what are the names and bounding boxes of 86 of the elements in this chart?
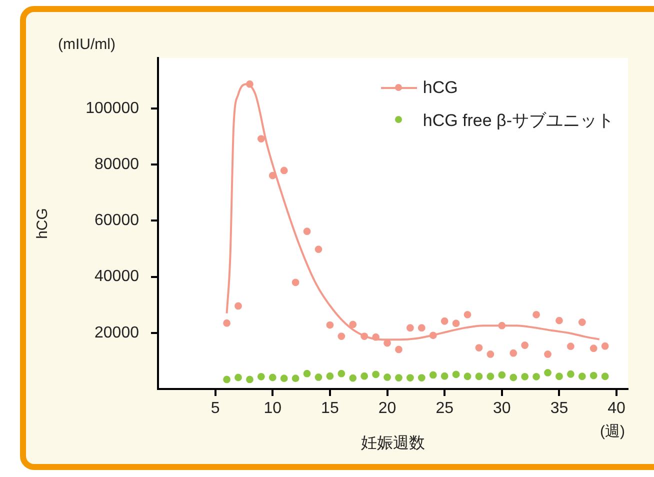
point xyxy=(223,376,230,384)
point xyxy=(372,333,380,341)
point xyxy=(510,349,518,357)
x-tick-label: 25 xyxy=(436,400,454,418)
point xyxy=(556,316,563,324)
y-tick-label: 100000 xyxy=(86,100,140,117)
point xyxy=(314,246,322,254)
legend-label: hCG xyxy=(422,78,458,98)
legend-label: hCG free β-サブユニット xyxy=(422,110,614,132)
point xyxy=(360,332,368,340)
x-tick-label: 10 xyxy=(264,400,282,418)
point xyxy=(406,324,414,332)
point xyxy=(440,317,448,325)
y-tick-label: 40000 xyxy=(94,268,140,286)
point xyxy=(349,374,357,382)
point xyxy=(314,374,322,381)
point xyxy=(268,374,276,382)
point xyxy=(590,344,598,352)
point xyxy=(234,302,242,310)
point xyxy=(601,342,609,350)
point xyxy=(601,372,609,380)
point xyxy=(429,371,437,379)
point xyxy=(395,374,402,382)
point xyxy=(280,374,288,382)
y-tick-label: 60000 xyxy=(94,212,140,230)
point xyxy=(223,319,230,327)
point xyxy=(246,80,254,88)
x-axis-title: 妊娠週数 xyxy=(361,434,425,452)
text: (週) xyxy=(600,422,625,441)
y-axis-title: hCG xyxy=(34,208,52,239)
x-tick-label: 20 xyxy=(378,400,396,418)
point xyxy=(578,372,586,380)
x-tick-label: 30 xyxy=(493,400,511,418)
point xyxy=(429,332,437,340)
point xyxy=(234,374,242,382)
point xyxy=(406,374,414,382)
point xyxy=(475,372,483,380)
point xyxy=(418,374,426,382)
point xyxy=(292,374,300,382)
x-tick-label: 40 xyxy=(608,400,626,418)
point xyxy=(303,228,311,236)
point xyxy=(326,321,334,329)
point xyxy=(372,370,380,378)
y-tick-label: 80000 xyxy=(94,156,140,173)
y-tick-label: 20000 xyxy=(94,324,140,342)
point xyxy=(532,372,540,380)
point xyxy=(578,318,586,326)
point xyxy=(440,372,448,380)
point xyxy=(486,372,494,380)
point xyxy=(246,376,254,384)
point xyxy=(510,374,518,382)
point xyxy=(464,310,472,318)
point xyxy=(544,350,552,358)
point xyxy=(475,344,483,352)
point xyxy=(268,172,276,180)
point xyxy=(521,372,529,380)
point xyxy=(498,371,506,379)
point xyxy=(590,372,598,380)
point xyxy=(544,369,552,376)
point xyxy=(566,370,574,378)
point xyxy=(338,370,346,378)
point xyxy=(464,372,472,380)
point xyxy=(486,350,494,358)
point xyxy=(338,332,346,340)
point xyxy=(303,370,311,378)
point xyxy=(452,370,460,378)
point xyxy=(349,320,357,328)
x-tick-label: 35 xyxy=(550,400,568,418)
point xyxy=(257,135,265,142)
point xyxy=(326,372,334,380)
point xyxy=(521,342,529,349)
point xyxy=(384,374,391,381)
point xyxy=(566,342,574,350)
point xyxy=(257,372,265,380)
point xyxy=(360,372,368,380)
point xyxy=(280,166,288,174)
point xyxy=(532,310,540,318)
point xyxy=(395,346,402,354)
point xyxy=(418,324,426,332)
point xyxy=(292,278,300,286)
point xyxy=(452,320,460,328)
point xyxy=(498,322,506,330)
x-tick-label: 15 xyxy=(321,400,339,418)
point xyxy=(556,372,563,380)
x-tick-label: 5 xyxy=(210,400,220,418)
text: (mIU/ml) xyxy=(58,36,116,53)
